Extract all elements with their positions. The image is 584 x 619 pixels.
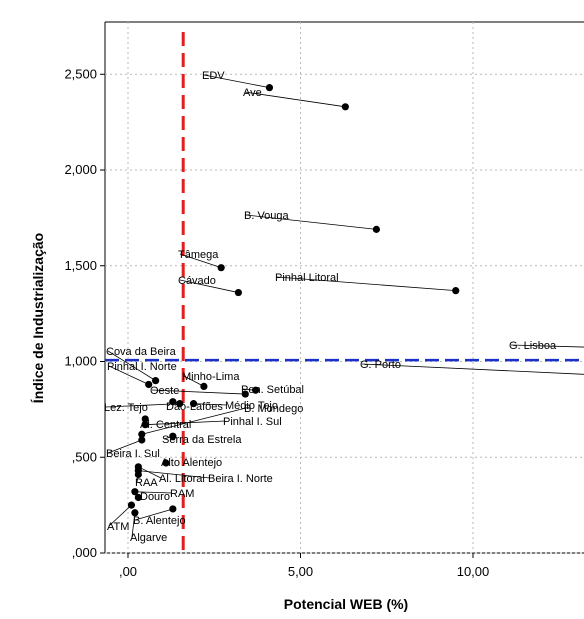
point-label: Oeste <box>150 385 179 397</box>
point-label: Ave <box>243 87 262 99</box>
point-leader-line <box>138 470 211 479</box>
y-tick-label: 1,000 <box>64 354 97 369</box>
point-leader-line <box>276 276 456 292</box>
scatter-point <box>152 377 160 385</box>
y-tick-label: 2,000 <box>64 162 97 177</box>
point-leader-line <box>105 403 180 408</box>
y-tick-label: ,000 <box>72 545 97 560</box>
scatter-point <box>252 386 260 394</box>
point-label: Médio Tejo <box>225 400 278 412</box>
scatter-point <box>162 459 170 467</box>
scatter-point <box>372 225 380 233</box>
point-label: G. Lisboa <box>509 340 557 352</box>
point-label: Pinhal Litoral <box>275 272 339 284</box>
axis-ticks: ,005,0010,0015,0020,0025,00,000,5001,000… <box>64 66 490 579</box>
point-label: Alto Alentejo <box>161 457 222 469</box>
point-leader-line <box>151 389 246 395</box>
point-label: B. Mondego <box>244 403 303 415</box>
point-label: Pinhal I. Sul <box>223 416 282 428</box>
point-labels: EDV Ave B. Vouga Tâmega Cávado Pinhal Litoral… <box>104 70 557 544</box>
point-label: Douro <box>140 491 170 503</box>
point-label: RAM <box>170 488 194 500</box>
scatter-point <box>169 432 177 440</box>
point-label: ATM <box>107 521 129 533</box>
point-leader-line <box>131 512 136 538</box>
scatter-point <box>127 501 136 509</box>
point-label: Minho-Lima <box>182 371 240 383</box>
scatter-point <box>341 103 349 111</box>
point-leader-line <box>245 214 377 230</box>
point-leader-line <box>134 491 173 494</box>
scatter-point <box>169 398 177 406</box>
x-tick-label: 10,00 <box>457 564 490 579</box>
point-leader-line <box>179 279 239 293</box>
scatter-point <box>145 380 153 389</box>
point-label: Dão-Lafões <box>166 401 223 413</box>
x-axis-title: Potencial WEB (%) <box>284 596 408 612</box>
scatter-point <box>131 509 139 517</box>
x-tick-label: 5,00 <box>288 564 313 579</box>
point-leader-line <box>108 504 132 527</box>
point-leader-line <box>138 466 162 479</box>
point-label: B. Alentejo <box>133 515 186 527</box>
y-tick-label: ,500 <box>72 449 97 464</box>
plot-area <box>105 74 584 538</box>
reference-lines <box>105 32 584 553</box>
point-label: Al. Litoral <box>159 473 205 485</box>
scatter-point <box>200 382 208 390</box>
point-leader-line <box>193 403 228 406</box>
scatter-point <box>176 400 184 408</box>
scatter-point <box>138 430 146 438</box>
scatter-point <box>189 400 198 408</box>
y-axis-title: Índice de Industrialização <box>30 233 46 403</box>
scatter-point <box>131 488 139 496</box>
point-leader-line <box>141 407 247 435</box>
point-label: Beira I. Norte <box>208 473 273 485</box>
point-label: Serra da Estrela <box>162 434 242 446</box>
scatter-point <box>241 390 249 398</box>
scatter-point <box>134 470 142 479</box>
grid <box>104 21 584 554</box>
point-label: Cávado <box>178 275 216 287</box>
point-label: Pen. Setúbal <box>241 384 304 396</box>
point-label: RAA <box>135 477 158 489</box>
point-label: Algarve <box>130 532 167 544</box>
scatter-point <box>217 264 225 272</box>
point-label: Lez. Tejo <box>104 402 148 414</box>
point-leader-line <box>107 350 156 381</box>
point-leader-line <box>145 420 226 426</box>
point-leader-line <box>183 375 205 387</box>
scatter-point <box>141 421 149 429</box>
point-leader-line <box>107 439 142 454</box>
point-label: EDV <box>202 70 225 82</box>
scatter-point <box>265 84 274 92</box>
scatter-point <box>452 287 460 295</box>
point-leader-line <box>134 508 173 521</box>
x-tick-label: ,00 <box>119 564 137 579</box>
point-label: Al. Central <box>140 419 191 431</box>
point-leader-line <box>244 91 346 108</box>
scatter-point <box>234 288 242 297</box>
point-label: B. Vouga <box>244 210 290 222</box>
scatter-point <box>138 436 146 444</box>
y-tick-label: 1,500 <box>64 258 97 273</box>
point-label: Beira I. Sul <box>106 448 160 460</box>
point-leader-line <box>361 363 584 375</box>
scatter-point <box>141 415 149 423</box>
point-leader-line <box>203 74 270 89</box>
scatter-point <box>134 493 142 502</box>
point-label: G. Porto <box>360 359 401 371</box>
point-leader-line <box>179 253 222 269</box>
point-label: Cova da Beira <box>106 346 177 358</box>
point-label: Pinhal I. Norte <box>107 361 177 373</box>
y-tick-label: 2,500 <box>64 66 97 81</box>
point-leader-line <box>108 365 149 385</box>
scatter-point <box>169 505 177 513</box>
point-label: Tâmega <box>178 249 219 261</box>
